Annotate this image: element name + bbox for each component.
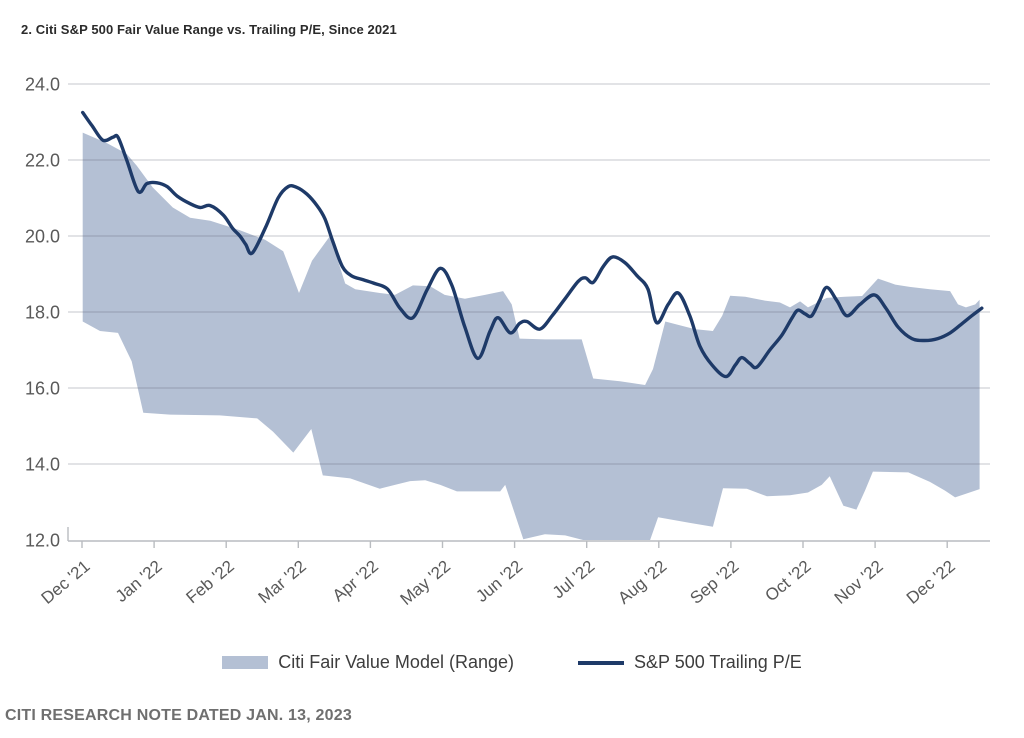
legend-item-trailing-pe: S&P 500 Trailing P/E (578, 652, 802, 673)
trailing-pe-line (81, 110, 984, 379)
x-tick-label: Dec '22 (903, 557, 959, 608)
legend-item-fair-value-band: Citi Fair Value Model (Range) (222, 652, 514, 673)
y-tick-label: 16.0 (25, 379, 60, 399)
x-tick-label: Mar '22 (255, 557, 310, 608)
legend-label-band: Citi Fair Value Model (Range) (278, 652, 514, 672)
x-tick-label: Jan '22 (112, 557, 166, 606)
y-tick-label: 12.0 (25, 531, 60, 551)
source-note: CITI RESEARCH NOTE DATED JAN. 13, 2023 (5, 707, 352, 724)
legend-label-line: S&P 500 Trailing P/E (634, 652, 802, 672)
fair-value-band (82, 132, 980, 540)
y-tick-label: 24.0 (25, 75, 60, 95)
line-swatch-icon (578, 660, 624, 665)
y-tick-label: 18.0 (25, 303, 60, 323)
x-tick-label: Jul '22 (549, 557, 598, 603)
y-tick-label: 22.0 (25, 151, 60, 171)
x-tick-label: Sep '22 (686, 557, 742, 608)
x-tick-label: Aug '22 (614, 557, 670, 608)
x-tick-label: May '22 (397, 557, 454, 609)
x-tick-label: Apr '22 (329, 557, 382, 606)
band-swatch-icon (222, 656, 269, 669)
y-tick-label: 14.0 (25, 455, 60, 475)
x-tick-label: Jun '22 (472, 557, 526, 606)
x-tick-label: Nov '22 (831, 557, 887, 608)
x-tick-label: Oct '22 (762, 557, 815, 606)
x-tick-label: Feb '22 (183, 557, 238, 608)
x-tick-label: Dec '21 (38, 557, 94, 608)
chart-legend: Citi Fair Value Model (Range) S&P 500 Tr… (0, 652, 1024, 673)
y-tick-label: 20.0 (25, 227, 60, 247)
chart-title: 2. Citi S&P 500 Fair Value Range vs. Tra… (21, 22, 397, 37)
